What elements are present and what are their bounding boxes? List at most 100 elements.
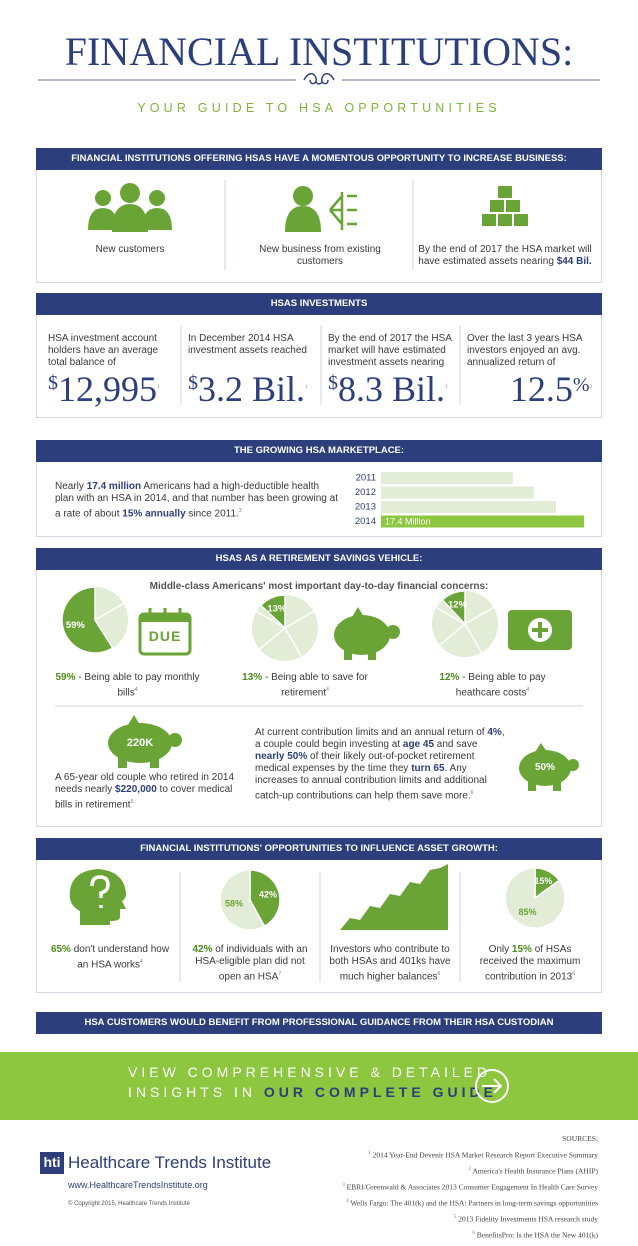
bar-category: 2011 bbox=[356, 473, 376, 484]
piggy-bank-icon bbox=[334, 607, 400, 660]
source-note: 1 bbox=[368, 1150, 371, 1156]
banner-line: VIEW COMPREHENSIVE & DETAILED bbox=[128, 1064, 492, 1080]
investment-text: HSA investment account holders have an a… bbox=[48, 333, 159, 368]
guide-banner[interactable] bbox=[0, 1052, 638, 1120]
caption: 59% - Being able to pay monthly bills4 bbox=[55, 672, 200, 699]
pie-label: 15% bbox=[534, 876, 552, 886]
money-icon bbox=[508, 610, 572, 650]
pie-label: 59% bbox=[66, 620, 86, 631]
pie-divider bbox=[256, 610, 286, 629]
bar-category: 2014 bbox=[355, 516, 376, 527]
source: 6 BenefitsPro: Is the HSA the New 401(k) bbox=[342, 1227, 598, 1243]
caption: 12% - Being able to pay heathcare costs4 bbox=[439, 672, 546, 699]
pie-slice bbox=[504, 867, 566, 929]
source-note: 6 bbox=[472, 1230, 475, 1236]
section-heading: THE GROWING HSA MARKETPLACE: bbox=[36, 440, 602, 462]
subtitle: YOUR GUIDE TO HSA OPPORTUNITIES bbox=[137, 101, 501, 115]
pie-divider bbox=[284, 610, 314, 629]
source: 7 InsuranceQuotes.com bbox=[342, 1243, 598, 1246]
pie-slice bbox=[259, 594, 286, 630]
section-heading: HSAS INVESTMENTS bbox=[36, 293, 602, 315]
section-box bbox=[36, 170, 602, 283]
pie-label: 42% bbox=[259, 890, 277, 900]
growth-icon bbox=[340, 864, 448, 930]
bar-category: 2013 bbox=[355, 502, 376, 513]
business-icon bbox=[285, 186, 357, 232]
pie-label: 85% bbox=[519, 907, 537, 917]
source: 1 2014 Year-End Devenir HSA Market Resea… bbox=[342, 1147, 598, 1163]
source-text: BenefitsPro: Is the HSA the New 401(k) bbox=[476, 1230, 598, 1239]
caption: Investors who contribute to both HSAs an… bbox=[329, 944, 451, 983]
pie-label: 12% bbox=[448, 599, 468, 610]
piggy-label: 220K bbox=[126, 737, 154, 749]
caption: New business from existing customers bbox=[259, 244, 381, 267]
source: 2 America's Health Insurance Plans (AHIP… bbox=[342, 1163, 598, 1179]
pie-divider bbox=[439, 623, 466, 646]
investment-text: In December 2014 HSA investment assets r… bbox=[188, 333, 307, 356]
pie-divider bbox=[436, 606, 466, 625]
bar-category: 2012 bbox=[355, 487, 376, 498]
piggy-bank-icon bbox=[519, 743, 579, 791]
source: 3 EBRI/Greenwald & Associates 2013 Consu… bbox=[342, 1179, 598, 1195]
logo-mark: hti bbox=[43, 1154, 61, 1170]
investment-figure: $3.2 Bil.1 bbox=[188, 369, 308, 409]
banner-line: INSIGHTS IN OUR COMPLETE GUIDE bbox=[128, 1084, 497, 1100]
section-box bbox=[36, 462, 602, 537]
bar bbox=[381, 501, 556, 513]
title: FINANCIAL INSTITUTIONS: bbox=[64, 29, 574, 74]
source-note: 5 bbox=[453, 1214, 457, 1220]
investment-figure: 12.5%2 bbox=[509, 369, 592, 409]
source-text: 2013 Fidelity Investments HSA research s… bbox=[458, 1214, 598, 1223]
dividers bbox=[55, 180, 583, 982]
pie-divider bbox=[464, 623, 483, 653]
caption: New customers bbox=[95, 244, 165, 255]
people-icon bbox=[88, 183, 172, 232]
section-heading: HSAS AS A RETIREMENT SAVINGS VEHICLE: bbox=[36, 548, 602, 570]
bar bbox=[381, 472, 513, 484]
save-text: At current contribution limits and an an… bbox=[255, 727, 505, 802]
section-box bbox=[36, 315, 602, 418]
investment-text: Over the last 3 years HSA investors enjo… bbox=[467, 333, 583, 368]
source-text: EBRI/Greenwald & Associates 2013 Consume… bbox=[346, 1182, 598, 1191]
source-note: 3 bbox=[342, 1182, 345, 1188]
pie-slice bbox=[61, 586, 114, 654]
pie-divider bbox=[284, 627, 303, 657]
pie-label: 58% bbox=[225, 898, 243, 908]
sources-title: SOURCES: bbox=[562, 1134, 598, 1143]
bar bbox=[381, 515, 584, 528]
source: 5 2013 Fidelity Investments HSA research… bbox=[342, 1211, 598, 1227]
copyright: © Copyright 2015, Healthcare Trends Inst… bbox=[68, 1201, 190, 1207]
section-box bbox=[36, 570, 602, 827]
pie-slice bbox=[441, 590, 466, 626]
subheading: Middle-class Americans' most important d… bbox=[149, 581, 489, 592]
pie-slice bbox=[219, 869, 266, 931]
couple-text: A 65-year old couple who retired in 2014… bbox=[55, 772, 235, 811]
url[interactable]: www.HealthcareTrendsInstitute.org bbox=[68, 1180, 208, 1190]
source-note: 4 bbox=[346, 1198, 349, 1204]
sources: SOURCES: 1 2014 Year-End Devenir HSA Mar… bbox=[342, 1132, 598, 1246]
source: 4 Wells Fargo: The 401(k) and the HSA: P… bbox=[342, 1195, 598, 1211]
caption: 42% of individuals with an HSA-eligible … bbox=[192, 944, 308, 983]
marketplace-text: Nearly 17.4 million Americans had a high… bbox=[55, 481, 338, 520]
arrow-ring bbox=[475, 1069, 509, 1103]
investment-figure: $12,9951 bbox=[48, 369, 160, 409]
logo-box bbox=[40, 1152, 64, 1174]
source-text: Wells Fargo: The 401(k) and the HSA: Par… bbox=[350, 1198, 598, 1207]
piggy-label: 50% bbox=[534, 762, 555, 773]
calendar-icon bbox=[138, 608, 192, 656]
bar bbox=[381, 486, 534, 499]
pie-divider bbox=[259, 627, 286, 650]
caption: By the end of 2017 the HSA market will h… bbox=[418, 244, 592, 267]
org-name: Healthcare Trends Institute bbox=[68, 1153, 272, 1172]
pie-divider bbox=[464, 606, 494, 625]
pie-label: 13% bbox=[267, 604, 287, 615]
arrow-button[interactable] bbox=[470, 1064, 514, 1108]
source-text: America's Health Insurance Plans (AHIP) bbox=[472, 1166, 598, 1175]
bottom-banner: HSA CUSTOMERS WOULD BENEFIT FROM PROFESS… bbox=[36, 1012, 602, 1034]
section-box bbox=[36, 860, 602, 993]
bar-label: 17.4 Million bbox=[385, 516, 431, 526]
section-heading: FINANCIAL INSTITUTIONS OFFERING HSAS HAV… bbox=[36, 148, 602, 170]
source-text: 2014 Year-End Devenir HSA Market Researc… bbox=[372, 1150, 598, 1159]
